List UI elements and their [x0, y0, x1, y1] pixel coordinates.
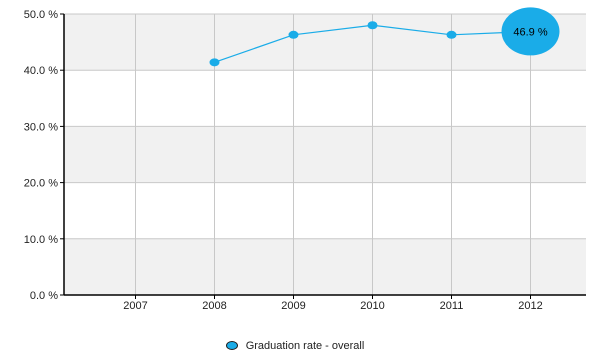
axes — [63, 14, 586, 296]
highlight-label: 46.9 % — [513, 26, 547, 38]
x-tick-label: 2007 — [123, 300, 147, 312]
y-tick-label: 40.0 % — [24, 65, 58, 77]
x-tick-label: 2010 — [360, 300, 384, 312]
data-point — [367, 21, 378, 30]
legend-marker-icon — [225, 340, 238, 350]
x-tick-label: 2009 — [281, 300, 305, 312]
plot-bands — [64, 14, 586, 295]
plot-band — [64, 238, 586, 295]
legend: Graduation rate - overall — [0, 340, 590, 352]
plot-band — [64, 126, 586, 183]
highlight-bubble: 46.9 % — [501, 7, 560, 56]
y-tick-label: 0.0 % — [30, 290, 58, 302]
y-tick-label: 10.0 % — [24, 234, 58, 246]
legend-label: Graduation rate - overall — [245, 340, 365, 352]
x-tick-label: 2011 — [440, 300, 464, 312]
x-tick-label: 2012 — [518, 300, 542, 312]
y-axis-ticks: 0.0 % 10.0 % 20.0 % 30.0 % 40.0 % 50.0 % — [24, 9, 64, 302]
y-tick-label: 30.0 % — [24, 121, 58, 133]
data-point — [209, 58, 220, 67]
plot-band — [64, 14, 586, 71]
grid-lines — [64, 13, 586, 295]
x-tick-label: 2008 — [202, 300, 226, 312]
y-tick-label: 20.0 % — [24, 178, 58, 190]
data-point — [446, 30, 457, 39]
data-point — [288, 30, 299, 39]
x-axis-ticks: 2007 2008 2009 2010 2011 2012 — [123, 295, 543, 312]
series-graduation-rate — [209, 21, 531, 67]
y-tick-label: 50.0 % — [24, 9, 58, 21]
highlight-point — [501, 7, 560, 56]
